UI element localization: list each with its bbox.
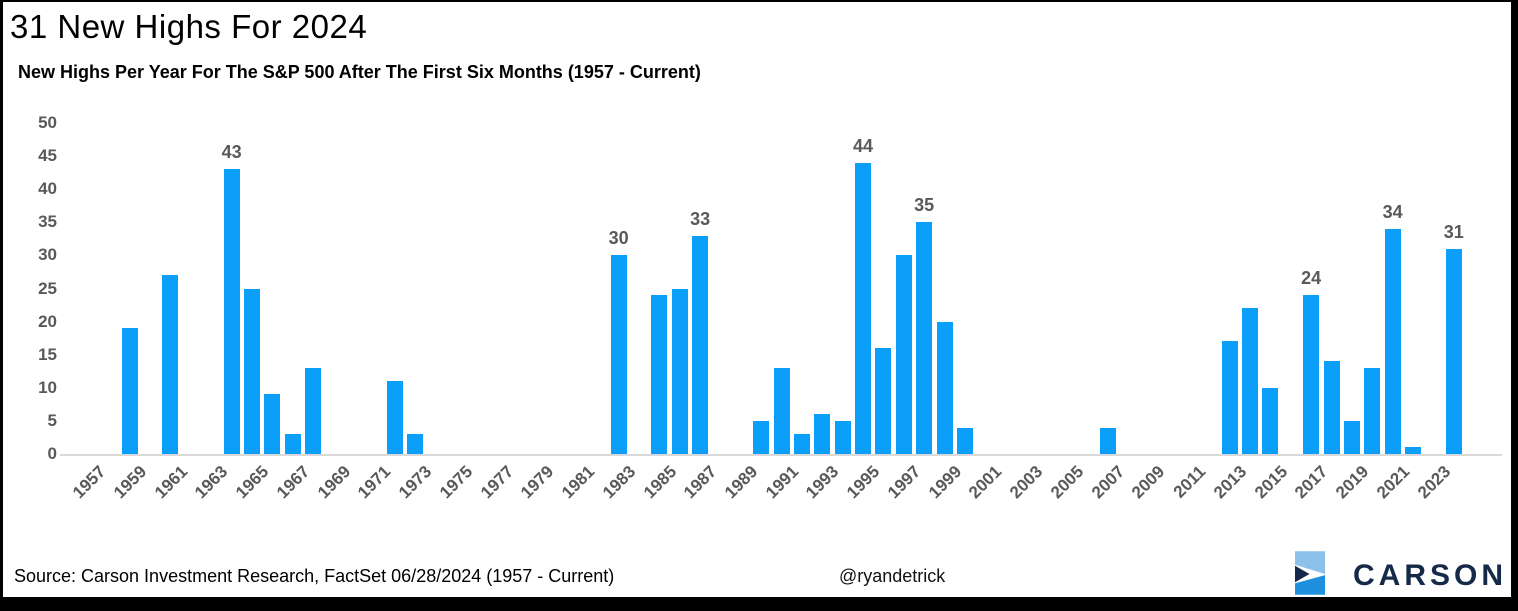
x-axis-tick-text: 1971 <box>354 462 395 503</box>
x-axis-tick-text: 1965 <box>232 462 273 503</box>
y-axis-tick-label: 10 <box>38 377 57 397</box>
bar-1972 <box>386 381 403 454</box>
twitter-handle: @ryandetrick <box>839 566 946 586</box>
bar-1964 <box>223 169 240 454</box>
x-axis-tick-text: 1967 <box>272 462 314 503</box>
x-axis-tick-text: 2007 <box>1087 462 1128 503</box>
y-axis-tick-label: 5 <box>47 410 57 430</box>
data-label-1964: 43 <box>221 142 242 163</box>
bar-1999 <box>936 321 953 454</box>
bar-1959 <box>121 328 138 454</box>
bar-2017 <box>1303 295 1320 454</box>
bar-2018 <box>1323 361 1340 454</box>
bar-1990 <box>753 420 770 454</box>
x-axis-tick-text: 1975 <box>435 462 477 503</box>
x-axis-tick-text: 2011 <box>1169 462 1210 502</box>
bar-1985 <box>651 295 668 454</box>
y-axis-tick-label: 20 <box>38 311 57 331</box>
x-axis-tick-text: 1999 <box>924 462 965 503</box>
bar-2015 <box>1262 387 1279 454</box>
bar-2014 <box>1242 308 1259 454</box>
bar-1966 <box>264 394 281 454</box>
x-axis-tick-text: 1981 <box>558 462 599 503</box>
data-label-1998: 35 <box>914 195 935 216</box>
x-axis-tick-text: 2021 <box>1372 462 1414 503</box>
data-label-2024: 31 <box>1443 221 1464 242</box>
bar-1991 <box>773 367 790 454</box>
bar-1968 <box>305 367 322 454</box>
x-axis-tick-text: 1991 <box>761 462 803 503</box>
data-label-1987: 33 <box>690 208 711 229</box>
x-axis-tick-text: 2019 <box>1332 462 1373 503</box>
data-label-1983: 30 <box>608 228 629 249</box>
bar-chart: 0 5 10 15 20 25 30 35 40 45 50 43 30 33 44 35 24 34 31 1957… <box>3 2 1511 597</box>
y-axis-tick-label: 30 <box>38 245 57 265</box>
data-label-1995: 44 <box>853 135 874 156</box>
bar-2000 <box>956 427 973 454</box>
x-axis-tick-text: 1973 <box>395 462 436 503</box>
y-axis-tick-label: 25 <box>38 278 57 298</box>
y-axis-tick-label: 15 <box>38 344 57 364</box>
x-axis-tick-text: 2009 <box>1128 462 1169 503</box>
bar-1967 <box>284 434 301 454</box>
y-axis-tick-label: 35 <box>38 212 57 232</box>
x-axis-tick-text: 1987 <box>680 462 721 503</box>
x-axis-tick-text: 1979 <box>517 462 558 503</box>
bar-1994 <box>834 420 851 454</box>
data-label-2021: 34 <box>1382 201 1403 222</box>
bar-1961 <box>162 275 179 454</box>
carson-chevron-logo-icon <box>1295 551 1325 595</box>
x-axis-tick-text: 1969 <box>313 462 354 503</box>
x-axis-tick-text: 1997 <box>884 462 925 503</box>
x-axis-tick-text: 1983 <box>598 462 640 503</box>
chart-canvas: 31 New Highs For 2024 New Highs Per Year… <box>3 2 1511 597</box>
x-axis-tick-text: 2017 <box>1291 462 1332 503</box>
x-axis-tick-text: 1957 <box>69 462 110 503</box>
chart-subtitle: New Highs Per Year For The S&P 500 After… <box>18 62 701 82</box>
x-axis-tick-text: 2001 <box>965 462 1006 503</box>
x-axis-tick-text: 1985 <box>639 462 680 503</box>
carson-wordmark: CARSON <box>1353 559 1508 592</box>
y-axis-tick-label: 40 <box>38 179 57 199</box>
x-axis-tick-text: 2013 <box>1209 462 1251 503</box>
y-axis-tick-label: 0 <box>47 444 57 463</box>
x-axis-tick-text: 1995 <box>843 462 884 503</box>
x-axis-tick-text: 2003 <box>1006 462 1047 503</box>
x-axis-line <box>60 454 1502 456</box>
x-axis-tick-text: 2005 <box>1047 462 1088 503</box>
bar-2021 <box>1384 228 1401 454</box>
bar-1965 <box>243 288 260 454</box>
x-axis-tick-text: 1959 <box>109 462 151 503</box>
source-text: Source: Carson Investment Research, Fact… <box>14 566 615 586</box>
bar-1997 <box>895 255 912 454</box>
x-axis-tick-text: 1977 <box>476 462 517 503</box>
bar-1996 <box>875 348 892 454</box>
bar-1986 <box>671 288 688 454</box>
x-axis-tick-text: 1993 <box>802 462 843 503</box>
page-title: 31 New Highs For 2024 <box>10 8 368 45</box>
bar-1983 <box>610 255 627 454</box>
bar-1992 <box>793 434 810 454</box>
bar-2007 <box>1099 427 1116 454</box>
bar-2013 <box>1221 341 1238 454</box>
bar-1987 <box>692 235 709 454</box>
bar-2019 <box>1343 420 1360 454</box>
bar-2022 <box>1405 447 1422 454</box>
data-label-2017: 24 <box>1301 268 1322 289</box>
bar-2020 <box>1364 367 1381 454</box>
y-axis-tick-label: 50 <box>38 113 57 132</box>
x-axis-tick-text: 1961 <box>150 462 191 503</box>
x-axis-tick-text: 1989 <box>721 462 762 503</box>
x-axis-tick-text: 2015 <box>1250 462 1291 503</box>
bar-1993 <box>814 414 831 454</box>
x-axis-tick-text: 2023 <box>1413 462 1454 503</box>
x-axis-tick-text: 1963 <box>191 462 232 503</box>
bar-1995 <box>855 162 872 454</box>
bar-1973 <box>406 434 423 454</box>
bar-1998 <box>916 222 933 454</box>
bar-2024 <box>1445 248 1462 454</box>
y-axis-tick-label: 45 <box>38 146 57 166</box>
